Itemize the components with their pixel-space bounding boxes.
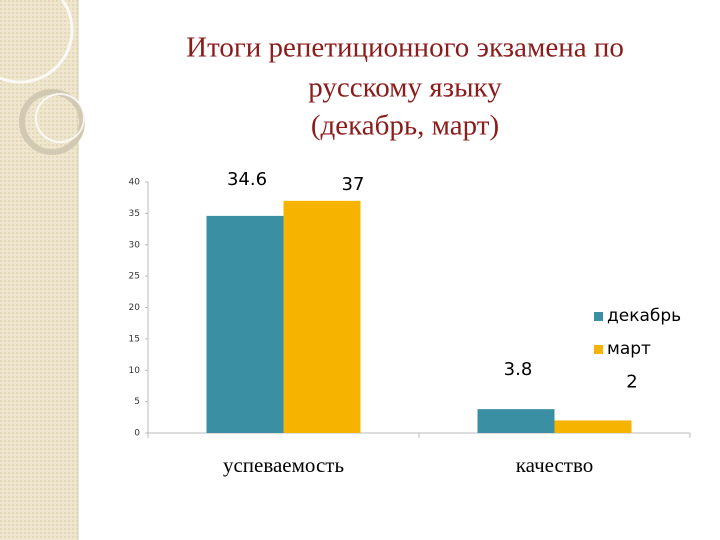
y-tick-label: 30 [129, 240, 141, 250]
bar [554, 420, 632, 433]
y-tick-label: 20 [129, 303, 141, 313]
y-tick-label: 5 [134, 397, 140, 407]
legend-label: март [607, 339, 651, 359]
x-tick-label: успеваемость [223, 453, 344, 477]
x-tick-label: качество [516, 453, 594, 477]
deco-circle [0, 0, 74, 84]
y-tick-label: 0 [134, 429, 140, 439]
legend-label: декабрь [607, 306, 681, 326]
data-label: 34.6 [227, 169, 267, 190]
deco-circle [19, 89, 85, 155]
data-label: 37 [342, 174, 365, 195]
data-label: 3.8 [504, 359, 533, 380]
side-strip [0, 0, 78, 540]
data-label: 2 [626, 371, 637, 392]
title-line: русскому языку [308, 72, 502, 104]
bar [206, 215, 284, 433]
y-tick-label: 15 [129, 334, 140, 344]
y-tick-label: 40 [129, 178, 141, 188]
y-tick-label: 35 [129, 209, 140, 219]
title-line: Итоги репетиционного экзамена по [186, 32, 624, 64]
deco-circle [35, 93, 85, 143]
title-line: (декабрь, март) [311, 110, 499, 142]
legend-swatch [594, 312, 603, 321]
legend-swatch [594, 345, 603, 354]
y-tick-label: 10 [129, 366, 141, 376]
bar [477, 409, 555, 433]
y-tick-label: 25 [129, 272, 140, 282]
bar [283, 200, 361, 433]
